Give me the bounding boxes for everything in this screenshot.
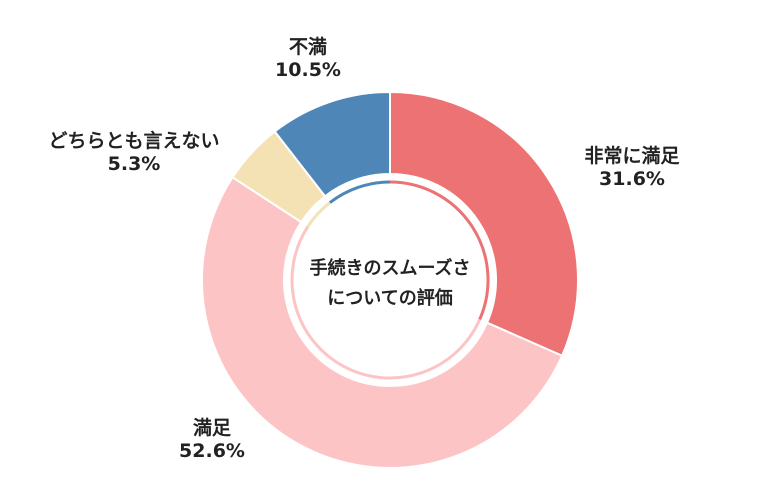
slice-very-satisfied bbox=[389, 90, 579, 358]
slice-name: 非常に満足 bbox=[584, 145, 680, 167]
slice-neutral-inner-ring bbox=[306, 201, 331, 228]
slice-name: 満足 bbox=[192, 417, 232, 439]
center-title-line-1: 手続きのスムーズさ bbox=[309, 258, 471, 279]
slice-very-satisfied-inner-ring bbox=[389, 180, 490, 321]
slice-dissatisfied-inner-ring bbox=[329, 180, 391, 204]
slice-name: どちらとも言えない bbox=[48, 130, 220, 152]
slice-satisfied-inner-ring bbox=[290, 225, 482, 380]
slice-name: 不満 bbox=[288, 36, 328, 58]
slice-dissatisfied bbox=[273, 90, 391, 198]
center-title-line-2: についての評価 bbox=[327, 288, 453, 309]
slice-label-neutral: どちらとも言えない 5.3% bbox=[48, 130, 219, 176]
slice-value: 5.3% bbox=[107, 153, 161, 175]
slice-satisfied bbox=[201, 175, 564, 469]
slice-label-very-satisfied: 非常に満足 31.6% bbox=[584, 145, 679, 191]
slice-value: 31.6% bbox=[599, 168, 665, 190]
slice-label-satisfied: 満足 52.6% bbox=[179, 417, 245, 463]
slice-value: 52.6% bbox=[179, 440, 245, 462]
slice-value: 10.5% bbox=[275, 59, 341, 81]
center-title: 手続きのスムーズさ についての評価 bbox=[309, 254, 470, 314]
slice-label-dissatisfied: 不満 10.5% bbox=[275, 36, 341, 82]
